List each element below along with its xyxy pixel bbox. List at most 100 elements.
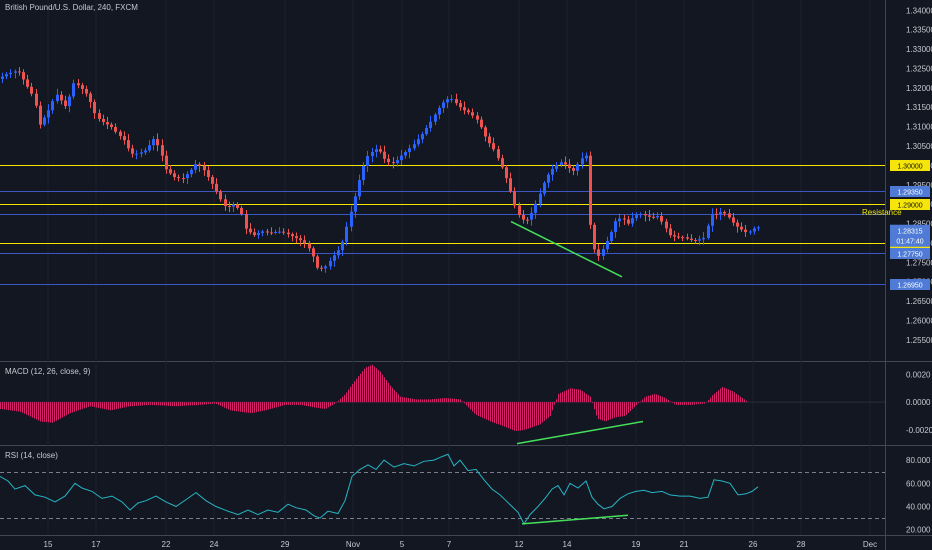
candle-body[interactable]	[723, 212, 726, 214]
candle-body[interactable]	[736, 222, 739, 227]
candle-body[interactable]	[257, 233, 260, 236]
candle-body[interactable]	[303, 240, 306, 244]
candle-body[interactable]	[228, 206, 231, 208]
candle-body[interactable]	[177, 177, 180, 179]
candle-body[interactable]	[446, 99, 449, 103]
candle-body[interactable]	[744, 229, 747, 233]
candle-body[interactable]	[102, 118, 105, 122]
candle-body[interactable]	[312, 248, 315, 257]
candle-body[interactable]	[505, 167, 508, 179]
candle-body[interactable]	[169, 169, 172, 174]
candle-body[interactable]	[576, 164, 579, 171]
candle-body[interactable]	[148, 145, 151, 151]
candle-body[interactable]	[673, 235, 676, 237]
candle-body[interactable]	[434, 114, 437, 122]
candle-body[interactable]	[417, 139, 420, 145]
candle-body[interactable]	[459, 103, 462, 108]
candle-body[interactable]	[173, 173, 176, 178]
candle-body[interactable]	[551, 168, 554, 175]
candle-body[interactable]	[366, 156, 369, 167]
candle-body[interactable]	[320, 267, 323, 269]
candle-body[interactable]	[161, 145, 164, 156]
candle-body[interactable]	[51, 101, 54, 111]
candle-body[interactable]	[631, 218, 634, 224]
candle-body[interactable]	[543, 182, 546, 194]
candle-body[interactable]	[396, 160, 399, 164]
candle-body[interactable]	[64, 100, 67, 107]
candle-body[interactable]	[182, 178, 185, 180]
candle-body[interactable]	[623, 218, 626, 220]
candle-body[interactable]	[203, 165, 206, 171]
rsi-divergence-trendline[interactable]	[521, 514, 629, 525]
candle-body[interactable]	[98, 113, 101, 119]
candle-body[interactable]	[215, 183, 218, 192]
candle-body[interactable]	[652, 216, 655, 218]
candle-body[interactable]	[526, 219, 529, 221]
candle-body[interactable]	[492, 143, 495, 150]
candle-body[interactable]	[198, 164, 201, 166]
candle-body[interactable]	[606, 240, 609, 250]
candle-body[interactable]	[131, 148, 134, 154]
candle-body[interactable]	[614, 221, 617, 233]
candle-body[interactable]	[89, 93, 92, 102]
candle-body[interactable]	[484, 127, 487, 137]
candle-body[interactable]	[43, 117, 46, 125]
macd-pane[interactable]	[0, 364, 885, 445]
candle-body[interactable]	[236, 204, 239, 208]
candle-body[interactable]	[85, 88, 88, 94]
candle-body[interactable]	[245, 214, 248, 229]
candle-body[interactable]	[156, 139, 159, 146]
candle-body[interactable]	[669, 228, 672, 236]
candle-body[interactable]	[534, 203, 537, 213]
candle-body[interactable]	[224, 199, 227, 207]
candle-body[interactable]	[379, 149, 382, 152]
candle-body[interactable]	[555, 164, 558, 169]
candle-body[interactable]	[698, 239, 701, 241]
candle-body[interactable]	[728, 213, 731, 218]
rsi-pane[interactable]	[0, 453, 885, 525]
candle-body[interactable]	[240, 207, 243, 215]
candle-body[interactable]	[362, 166, 365, 181]
candle-body[interactable]	[345, 226, 348, 242]
candle-body[interactable]	[291, 234, 294, 237]
candle-body[interactable]	[501, 158, 504, 168]
candle-body[interactable]	[127, 140, 130, 149]
macd-divergence-trendline[interactable]	[516, 420, 644, 445]
candle-body[interactable]	[665, 221, 668, 229]
candle-body[interactable]	[375, 149, 378, 152]
candle-body[interactable]	[711, 213, 714, 226]
candle-body[interactable]	[749, 231, 752, 233]
candle-body[interactable]	[438, 107, 441, 115]
candle-body[interactable]	[463, 107, 466, 111]
candle-body[interactable]	[660, 215, 663, 222]
candle-body[interactable]	[68, 96, 71, 107]
candle-body[interactable]	[56, 94, 59, 102]
candle-body[interactable]	[707, 225, 710, 238]
candle-body[interactable]	[677, 236, 680, 238]
candle-body[interactable]	[14, 71, 17, 73]
candle-body[interactable]	[610, 232, 613, 241]
price-pane[interactable]	[0, 67, 885, 285]
candle-body[interactable]	[442, 102, 445, 108]
candle-body[interactable]	[408, 148, 411, 153]
divergence-trendline[interactable]	[510, 220, 623, 278]
candle-body[interactable]	[732, 217, 735, 223]
candle-body[interactable]	[568, 164, 571, 169]
candle-body[interactable]	[93, 101, 96, 114]
candle-body[interactable]	[757, 227, 760, 229]
candle-body[interactable]	[371, 152, 374, 157]
candle-body[interactable]	[232, 204, 235, 207]
candle-body[interactable]	[72, 83, 75, 97]
candle-body[interactable]	[1, 76, 4, 79]
candle-body[interactable]	[715, 213, 718, 215]
candle-body[interactable]	[194, 164, 197, 170]
candle-body[interactable]	[572, 168, 575, 171]
candle-body[interactable]	[152, 139, 155, 146]
candle-body[interactable]	[190, 169, 193, 175]
candle-body[interactable]	[530, 212, 533, 220]
candle-body[interactable]	[413, 144, 416, 149]
candle-body[interactable]	[383, 151, 386, 159]
candle-body[interactable]	[333, 255, 336, 261]
candle-body[interactable]	[425, 127, 428, 135]
candle-body[interactable]	[429, 121, 432, 128]
